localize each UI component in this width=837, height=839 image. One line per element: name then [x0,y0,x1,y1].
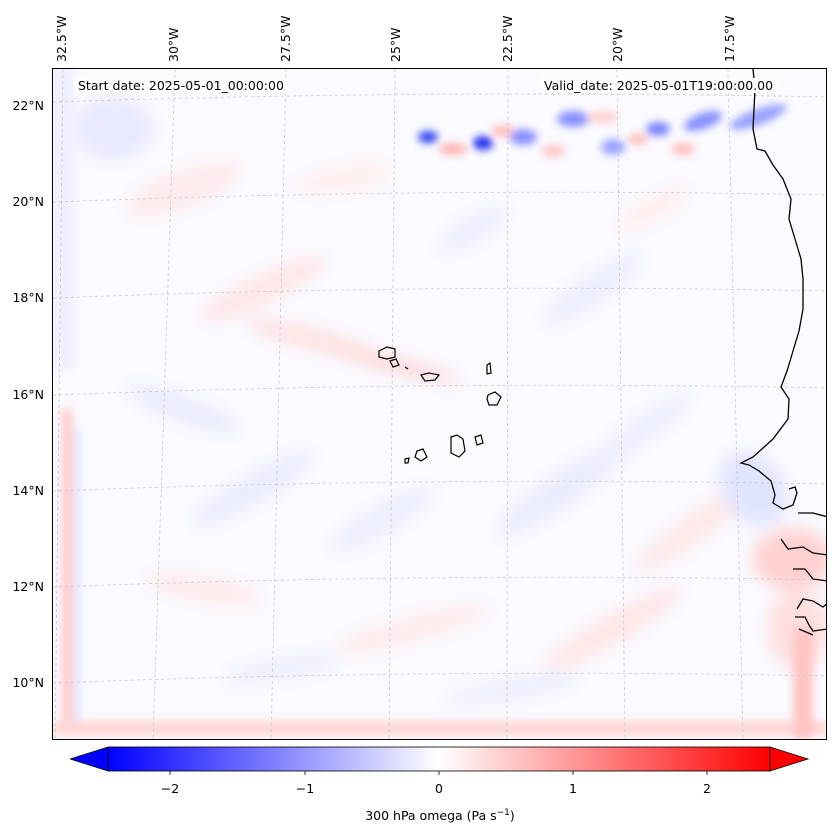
map-panel [52,68,827,740]
colorbar [68,746,810,780]
colorbar-min-extend [68,746,109,772]
valid-date-label: Valid_date: 2025-05-01T19:00:00.00 [540,78,778,93]
colorbar-title: 300 hPa omega (Pa s−1) [0,808,837,823]
colorbar-tick-2: 2 [703,781,711,796]
start-date-label: Start date: 2025-05-01_00:00:00 [74,78,288,93]
lon-label-22-5w: 22.5°W [500,15,515,62]
gridlines [53,69,826,739]
colorbar-title-sup: −1 [496,808,510,818]
lon-label-27-5w: 27.5°W [278,15,293,62]
colorbar-title-main: 300 hPa omega (Pa s [365,808,497,824]
omega-top-band [418,104,787,157]
africa-coastline [739,69,826,636]
lat-label-22n: 22°N [12,98,44,113]
lat-label-16n: 16°N [12,387,44,402]
lat-label-12n: 12°N [12,579,44,594]
colorbar-max-extend [769,746,810,772]
colorbar-svg [68,746,810,775]
omega-patches [73,99,826,705]
colorbar-ticks [169,771,708,775]
lat-label-20n: 20°N [12,194,44,209]
cape-verde-islands [378,346,502,464]
colorbar-gradient [107,746,771,772]
omega-boundary-strips [53,69,826,739]
colorbar-tick-0: 0 [435,781,443,796]
colorbar-tick-minus2: −2 [160,781,180,796]
lon-label-20w: 20°W [610,27,625,62]
lon-label-32-5w: 32.5°W [54,15,69,62]
lon-label-25w: 25°W [388,27,403,62]
colorbar-title-close: ) [509,808,515,824]
lat-label-14n: 14°N [12,483,44,498]
lat-label-18n: 18°N [12,290,44,305]
omega-field-map [53,69,826,739]
lon-label-17-5w: 17.5°W [722,15,737,62]
lat-label-10n: 10°N [12,675,44,690]
lon-label-30w: 30°W [166,27,181,62]
colorbar-tick-minus1: −1 [295,781,315,796]
colorbar-tick-1: 1 [569,781,577,796]
